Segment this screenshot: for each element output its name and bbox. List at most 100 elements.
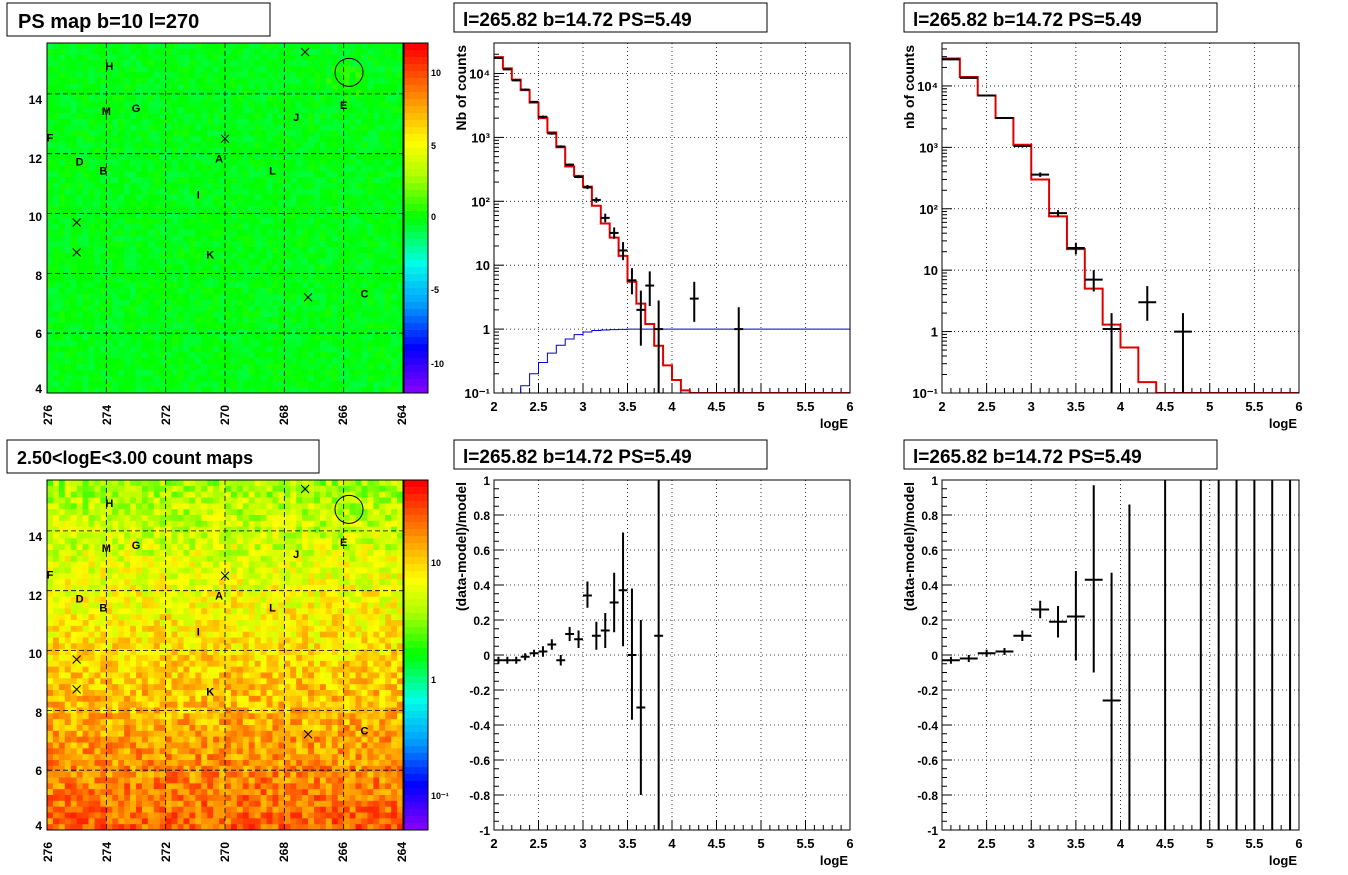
heatmap-cell — [165, 194, 172, 201]
heatmap-cell — [141, 352, 149, 359]
heatmap-cell — [189, 352, 196, 359]
heatmap-cell — [349, 381, 356, 388]
heatmap-cell — [141, 43, 149, 50]
heatmap-cell — [302, 387, 309, 394]
heatmap-cell — [64, 608, 72, 615]
heatmap-cell — [88, 515, 95, 522]
heatmap-cell — [165, 153, 172, 161]
heatmap-cell — [70, 736, 78, 743]
heatmap-cell — [64, 305, 72, 312]
heatmap-cell — [136, 725, 143, 732]
colorbar-swatch — [404, 365, 428, 373]
heatmap-cell — [230, 381, 238, 388]
heatmap-cell — [367, 72, 374, 79]
heatmap-cell — [272, 253, 279, 260]
heatmap-cell — [331, 334, 339, 341]
heatmap-cell — [64, 258, 72, 266]
heatmap-cell — [201, 346, 208, 353]
heatmap-cell — [153, 655, 161, 662]
heatmap-cell — [64, 585, 72, 592]
heatmap-cell — [397, 328, 404, 336]
heatmap-cell — [165, 66, 172, 73]
heatmap-cell — [47, 334, 54, 341]
heatmap-cell — [112, 253, 119, 260]
heatmap-cell — [302, 72, 309, 79]
heatmap-cell — [76, 194, 83, 201]
heatmap-cell — [397, 258, 404, 266]
heatmap-cell — [76, 200, 83, 207]
heatmap-cell — [141, 83, 149, 91]
heatmap-cell — [141, 789, 149, 796]
heatmap-cell — [260, 381, 267, 388]
heatmap-cell — [141, 323, 149, 330]
heatmap-cell — [159, 765, 167, 773]
heatmap-cell — [254, 206, 261, 213]
heatmap-cell — [76, 124, 83, 131]
heatmap-cell — [70, 54, 78, 61]
heatmap-cell — [147, 183, 155, 190]
heatmap-cell — [112, 124, 119, 131]
heatmap-cell — [112, 101, 119, 108]
heatmap-cell — [94, 590, 101, 598]
heatmap-cell — [314, 124, 321, 131]
heatmap-cell — [195, 60, 202, 67]
heatmap-cell — [219, 223, 226, 231]
heatmap-cell — [52, 148, 60, 155]
heatmap-cell — [159, 118, 167, 126]
heatmap-cell — [130, 579, 137, 586]
heatmap-cell — [58, 672, 66, 679]
heatmap-cell — [76, 387, 83, 394]
heatmap-cell — [94, 218, 101, 225]
heatmap-cell — [349, 258, 356, 266]
heatmap-cell — [58, 89, 66, 96]
heatmap-cell — [236, 171, 244, 178]
heatmap-cell — [52, 748, 60, 755]
heatmap-cell — [195, 241, 202, 248]
heatmap-cell — [379, 48, 386, 56]
heatmap-cell — [230, 60, 238, 67]
heatmap-cell — [361, 381, 368, 388]
heatmap-cell — [308, 218, 315, 225]
heatmap-cell — [147, 567, 155, 574]
heatmap-cell — [124, 165, 131, 172]
heatmap-cell — [141, 241, 149, 248]
heatmap-cell — [124, 48, 131, 56]
heatmap-cell — [260, 235, 267, 242]
heatmap-cell — [373, 136, 380, 143]
heatmap-cell — [106, 299, 113, 306]
heatmap-cell — [296, 54, 303, 61]
heatmap-cell — [47, 509, 54, 516]
heatmap-cell — [58, 165, 66, 172]
heatmap-cell — [284, 218, 291, 225]
heatmap-cell — [64, 660, 72, 668]
heatmap-cell — [64, 142, 72, 149]
heatmap-cell — [177, 218, 184, 225]
heatmap-cell — [100, 485, 107, 493]
heatmap-cell — [124, 346, 131, 353]
colorbar-swatch — [404, 92, 428, 100]
heatmap-cell — [130, 177, 137, 184]
heatmap-cell — [343, 288, 350, 295]
heatmap-cell — [147, 334, 155, 341]
heatmap-cell — [355, 247, 362, 254]
heatmap-cell — [165, 148, 172, 155]
heatmap-cell — [130, 538, 137, 545]
heatmap-cell — [82, 631, 89, 638]
heatmap-cell — [355, 165, 362, 172]
heatmap-cell — [391, 78, 398, 85]
heatmap-cell — [136, 748, 143, 755]
heatmap-cell — [225, 253, 232, 260]
heatmap-cell — [355, 142, 362, 149]
heatmap-cell — [106, 323, 113, 330]
heatmap-cell — [112, 631, 119, 638]
heatmap-cell — [100, 206, 107, 213]
heatmap-cell — [70, 544, 78, 551]
heatmap-cell — [248, 387, 256, 394]
heatmap-cell — [248, 83, 256, 91]
heatmap-cell — [76, 713, 83, 720]
heatmap-cell — [106, 806, 113, 813]
heatmap-cell — [373, 375, 380, 382]
heatmap-cell — [130, 113, 137, 120]
heatmap-cell — [308, 113, 315, 120]
heatmap-cell — [272, 153, 279, 161]
